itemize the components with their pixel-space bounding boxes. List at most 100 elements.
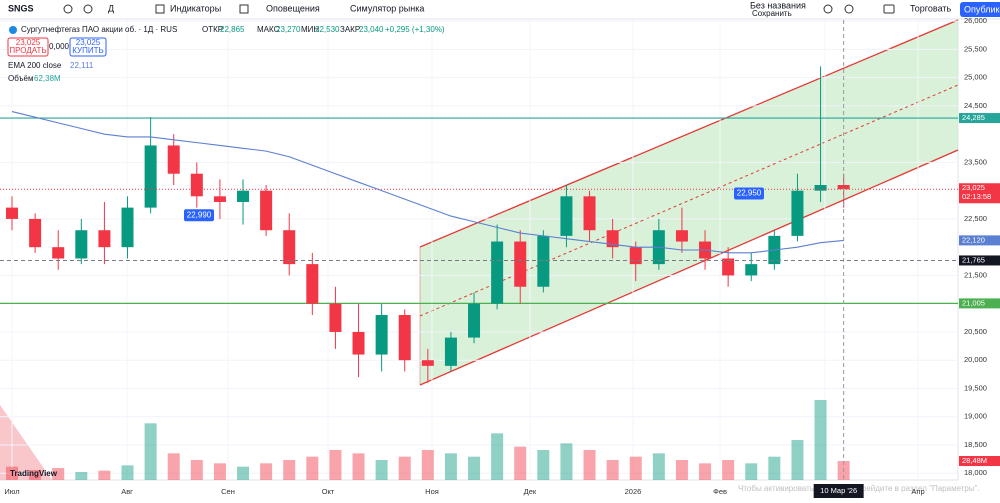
ema-name: EMA 200 close [8,61,62,70]
volume-bar [722,460,735,480]
channel-fill [420,20,958,385]
last-price-badge [959,183,1000,204]
candle-body [814,185,827,191]
volume-bar [537,450,550,480]
volume-bar [352,453,365,480]
sell-label[interactable]: ПРОДАТЬ [9,46,46,55]
candle-body [468,303,481,338]
x-tick-label: Апр [911,487,924,496]
plot: 22,990 22,950 [0,20,958,480]
volume-bar [29,470,42,480]
publish-label[interactable]: Опубликовать [964,4,1000,14]
spread: 0,000 [49,42,70,51]
candle-body [398,314,411,361]
icon[interactable] [844,4,854,14]
channel-bottom [419,149,959,386]
volume-bar [398,456,411,480]
y-tick-label: 18,500 [964,440,987,449]
candle-body [98,230,111,248]
icon[interactable] [883,4,895,14]
price-badge [959,298,1000,309]
volume-bar [121,465,134,480]
candle-body [167,145,180,174]
candle-body [52,247,65,259]
x-tick-label: Ноя [425,487,439,496]
candle-body [306,264,319,304]
ema-badge [959,235,1000,246]
toolbar [0,0,1000,19]
x-tick-label: Июл [4,487,19,496]
crosshair-label: 21,765 [962,255,985,264]
candle-body [144,145,157,208]
volume-bar [514,446,527,480]
symbol-logo [9,26,17,34]
candle-body [514,241,527,287]
publish-button[interactable] [960,2,1000,17]
buy-button[interactable] [69,37,107,57]
buy-price[interactable]: 23,025 [76,38,101,47]
volume-bar [237,466,250,480]
volume-bar [814,400,827,480]
icon[interactable] [823,4,833,14]
crosshair-badge [959,255,1000,266]
candle-body [837,185,850,190]
y-tick-label: 26,000 [964,16,987,25]
volume-bar [768,456,781,480]
x-tick-label: Дек [524,487,537,496]
date-badge [813,484,864,498]
y-tick-label: 25,500 [964,44,987,53]
high-label: МАКС [257,25,280,34]
volume-name: Объём [8,74,34,83]
trade-button[interactable]: Торговать [910,3,952,13]
candle-body [237,190,250,202]
low-label: МИН [301,25,319,34]
countdown: 02:13:58 [962,192,991,201]
high-value: 23,270 [276,25,301,34]
close-value: 23,040 [359,25,384,34]
price-badge-label: 24,285 [962,113,985,122]
date-label: 10 Мар '26 [820,486,857,495]
volume-bar [444,453,457,480]
y-tick-label: 23,500 [964,157,987,166]
low-value: 22,530 [315,25,340,34]
candle-body [537,235,550,287]
layout-name[interactable]: Без названия [750,0,806,10]
last-price-label: 23,025 [962,183,985,192]
candle-body [675,230,688,242]
candle-body [329,303,342,332]
x-tick-label: 2026 [625,487,642,496]
buy-label[interactable]: КУПИТЬ [72,46,103,55]
volume-bar [329,450,342,480]
candle-body [121,207,134,248]
candle-body [260,190,273,231]
volume-bar [306,456,319,480]
icon[interactable] [83,4,93,14]
open-value: 22,865 [220,25,245,34]
y-tick-label: 20,500 [964,327,987,336]
sell-price[interactable]: 23,025 [16,38,41,47]
candle-body [352,331,365,355]
price-badge [959,113,1000,124]
candle-body [629,247,642,265]
alerts[interactable]: Оповещения [266,3,320,13]
channel-mid [419,84,959,317]
interval[interactable]: Д [108,3,114,13]
ema-value: 22,111 [70,61,94,70]
volume-bar [560,443,573,480]
volume-bar [375,460,388,480]
open-label: ОТКР [202,25,223,34]
indicators[interactable]: Индикаторы [170,3,221,13]
close-label: ЗАКР [340,25,360,34]
x-tick-label: Авг [121,487,133,496]
candle-body [745,264,758,276]
icon[interactable] [63,4,73,14]
candle-body [491,241,504,304]
x-tick-label: Фев [713,487,727,496]
replay[interactable]: Симулятор рынка [350,3,424,13]
symbol[interactable]: SNGS [8,3,34,13]
sell-button[interactable] [7,37,49,57]
icon[interactable] [239,4,249,14]
icon[interactable] [155,4,165,14]
volume-bar [629,456,642,480]
